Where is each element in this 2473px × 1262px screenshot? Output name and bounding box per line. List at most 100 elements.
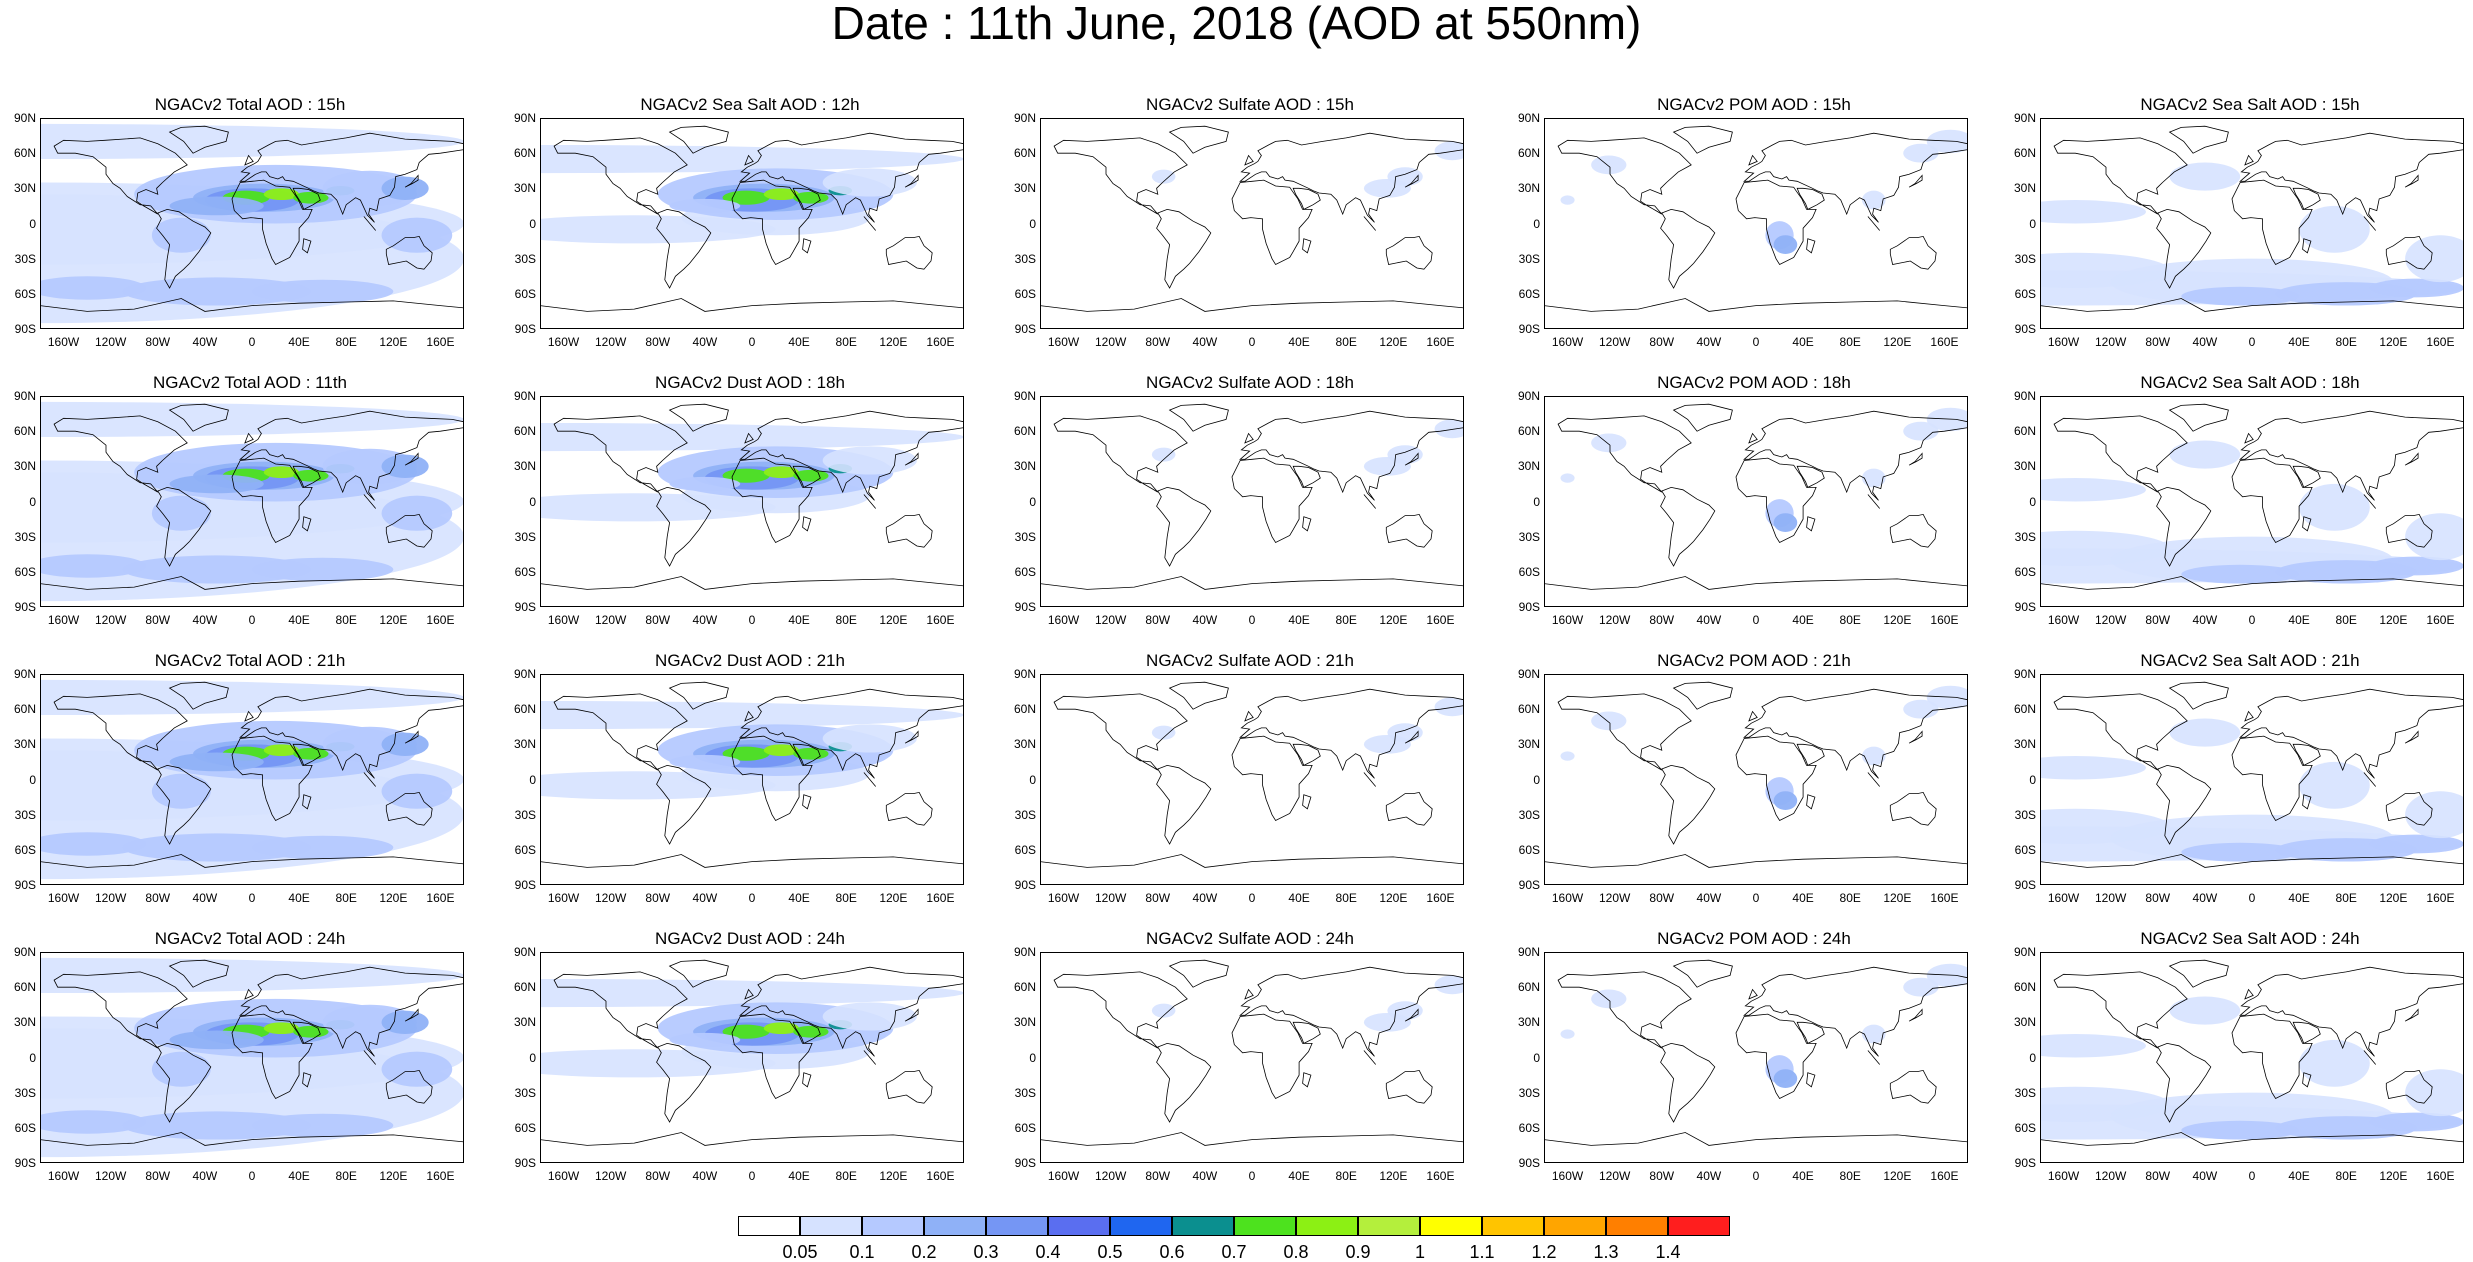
aod-contour-region [1434, 141, 1464, 161]
longitude-tick-label: 40E [788, 335, 810, 349]
coastline [1231, 1013, 1313, 1100]
coastline [1053, 971, 1188, 1049]
longitude-tick-label: 40E [1792, 335, 1814, 349]
map-area [40, 674, 464, 885]
coastline [792, 465, 821, 488]
coastline [404, 730, 419, 744]
panel-title: NGACv2 POM AOD : 21h [1657, 651, 1851, 670]
latitude-tick-label: 60N [1517, 980, 1540, 995]
latitude-tick-label: 0 [2029, 1050, 2036, 1065]
longitude-tick-label: 120E [1883, 335, 1912, 349]
longitude-tick-label: 80E [335, 891, 357, 905]
longitude-tick-label: 0 [1752, 1169, 1760, 1183]
coastline [553, 415, 688, 493]
latitude-tick-label: 90N [1517, 389, 1540, 403]
coastline [904, 174, 919, 188]
longitude-tick-label: 120W [2094, 335, 2127, 349]
latitude-tick-label: 30N [1517, 181, 1540, 196]
coastline [1156, 1042, 1212, 1123]
latitude-tick-label: 30N [1013, 459, 1036, 474]
coastline [1908, 452, 1923, 466]
panel-title: NGACv2 POM AOD : 24h [1657, 929, 1851, 948]
aod-contour-region [2299, 1039, 2370, 1087]
coastline [1660, 208, 1716, 289]
latitude-tick-label: 90S [1014, 322, 1036, 336]
longitude-tick-label: 40E [2288, 891, 2310, 905]
aod-contour-region [1434, 975, 1464, 995]
latitude-tick-label: 90S [14, 1156, 36, 1170]
latitude-tick-label: 30N [513, 459, 536, 474]
coastline [1806, 794, 1816, 810]
longitude-tick-label: 120E [879, 891, 908, 905]
aod-contour-region [1560, 751, 1575, 761]
longitude-tick-label: 40E [288, 1169, 310, 1183]
aod-contour-region [2299, 205, 2370, 253]
latitude-tick-label: 30S [14, 1085, 36, 1100]
coastline [2053, 137, 2188, 215]
coastline [1040, 576, 1464, 607]
coastline [2168, 681, 2229, 710]
coastline [231, 457, 313, 544]
latitude-tick-label: 30N [513, 737, 536, 752]
longitude-tick-label: 160W [1047, 613, 1080, 627]
colorbar-swatch [1544, 1216, 1606, 1236]
coastline [2053, 415, 2188, 493]
longitude-tick-label: 120W [94, 1169, 127, 1183]
longitude-tick-label: 40E [1288, 1169, 1310, 1183]
latitude-tick-label: 30S [1518, 807, 1540, 822]
coastline [1053, 693, 1188, 771]
coastline [302, 794, 312, 810]
coastline [302, 1072, 312, 1088]
latitude-tick-label: 60S [514, 842, 536, 857]
longitude-tick-label: 40W [692, 1169, 718, 1183]
latitude-tick-label: 60S [514, 286, 536, 301]
coastline [1231, 735, 1313, 822]
aod-contour-region [1773, 513, 1798, 532]
aod-contour-region [151, 773, 211, 809]
aod-contour-region [822, 446, 917, 475]
coastline [1363, 1050, 1377, 1065]
latitude-tick-label: 30S [14, 807, 36, 822]
aod-contour-region [381, 1051, 453, 1087]
latitude-tick-label: 0 [1533, 772, 1540, 787]
coastline [385, 1069, 433, 1104]
coastline [385, 513, 433, 548]
world-map [1040, 681, 1464, 885]
longitude-tick-label: 80E [335, 335, 357, 349]
latitude-tick-label: 90N [2013, 111, 2036, 125]
aod-contour-region [1151, 725, 1176, 740]
latitude-tick-label: 90S [514, 322, 536, 336]
coastline [885, 235, 933, 270]
coastline [885, 791, 933, 826]
longitude-tick-label: 40W [192, 891, 218, 905]
longitude-tick-label: 0 [748, 613, 756, 627]
coastline [739, 410, 964, 501]
coastline [1889, 235, 1937, 270]
longitude-tick-label: 0 [1248, 335, 1256, 349]
aod-contour-region [122, 277, 311, 306]
aod-contour-region [1862, 746, 1886, 766]
longitude-tick-label: 120E [2379, 891, 2408, 905]
coastline [2292, 1021, 2321, 1044]
aod-contour-region [169, 752, 264, 772]
longitude-tick-label: 40W [692, 891, 718, 905]
coastline [1302, 516, 1312, 532]
aod-contour-region [263, 744, 300, 757]
aod-contour-region [1773, 791, 1798, 810]
coastline [363, 216, 377, 231]
aod-contour-region [40, 123, 464, 160]
longitude-tick-label: 120E [379, 613, 408, 627]
longitude-tick-label: 160E [426, 613, 455, 627]
coastline [2040, 854, 2464, 885]
aod-contour-region [763, 188, 800, 201]
coastline [540, 854, 964, 885]
longitude-tick-label: 0 [1752, 891, 1760, 905]
longitude-tick-label: 40W [1192, 613, 1218, 627]
coastline [863, 1050, 877, 1065]
longitude-tick-label: 120W [1598, 613, 1631, 627]
latitude-tick-label: 90N [13, 111, 36, 125]
latitude-tick-label: 0 [529, 1050, 536, 1065]
latitude-tick-label: 90S [514, 1156, 536, 1170]
coastline [2231, 1013, 2313, 1100]
coastline [2292, 743, 2321, 766]
